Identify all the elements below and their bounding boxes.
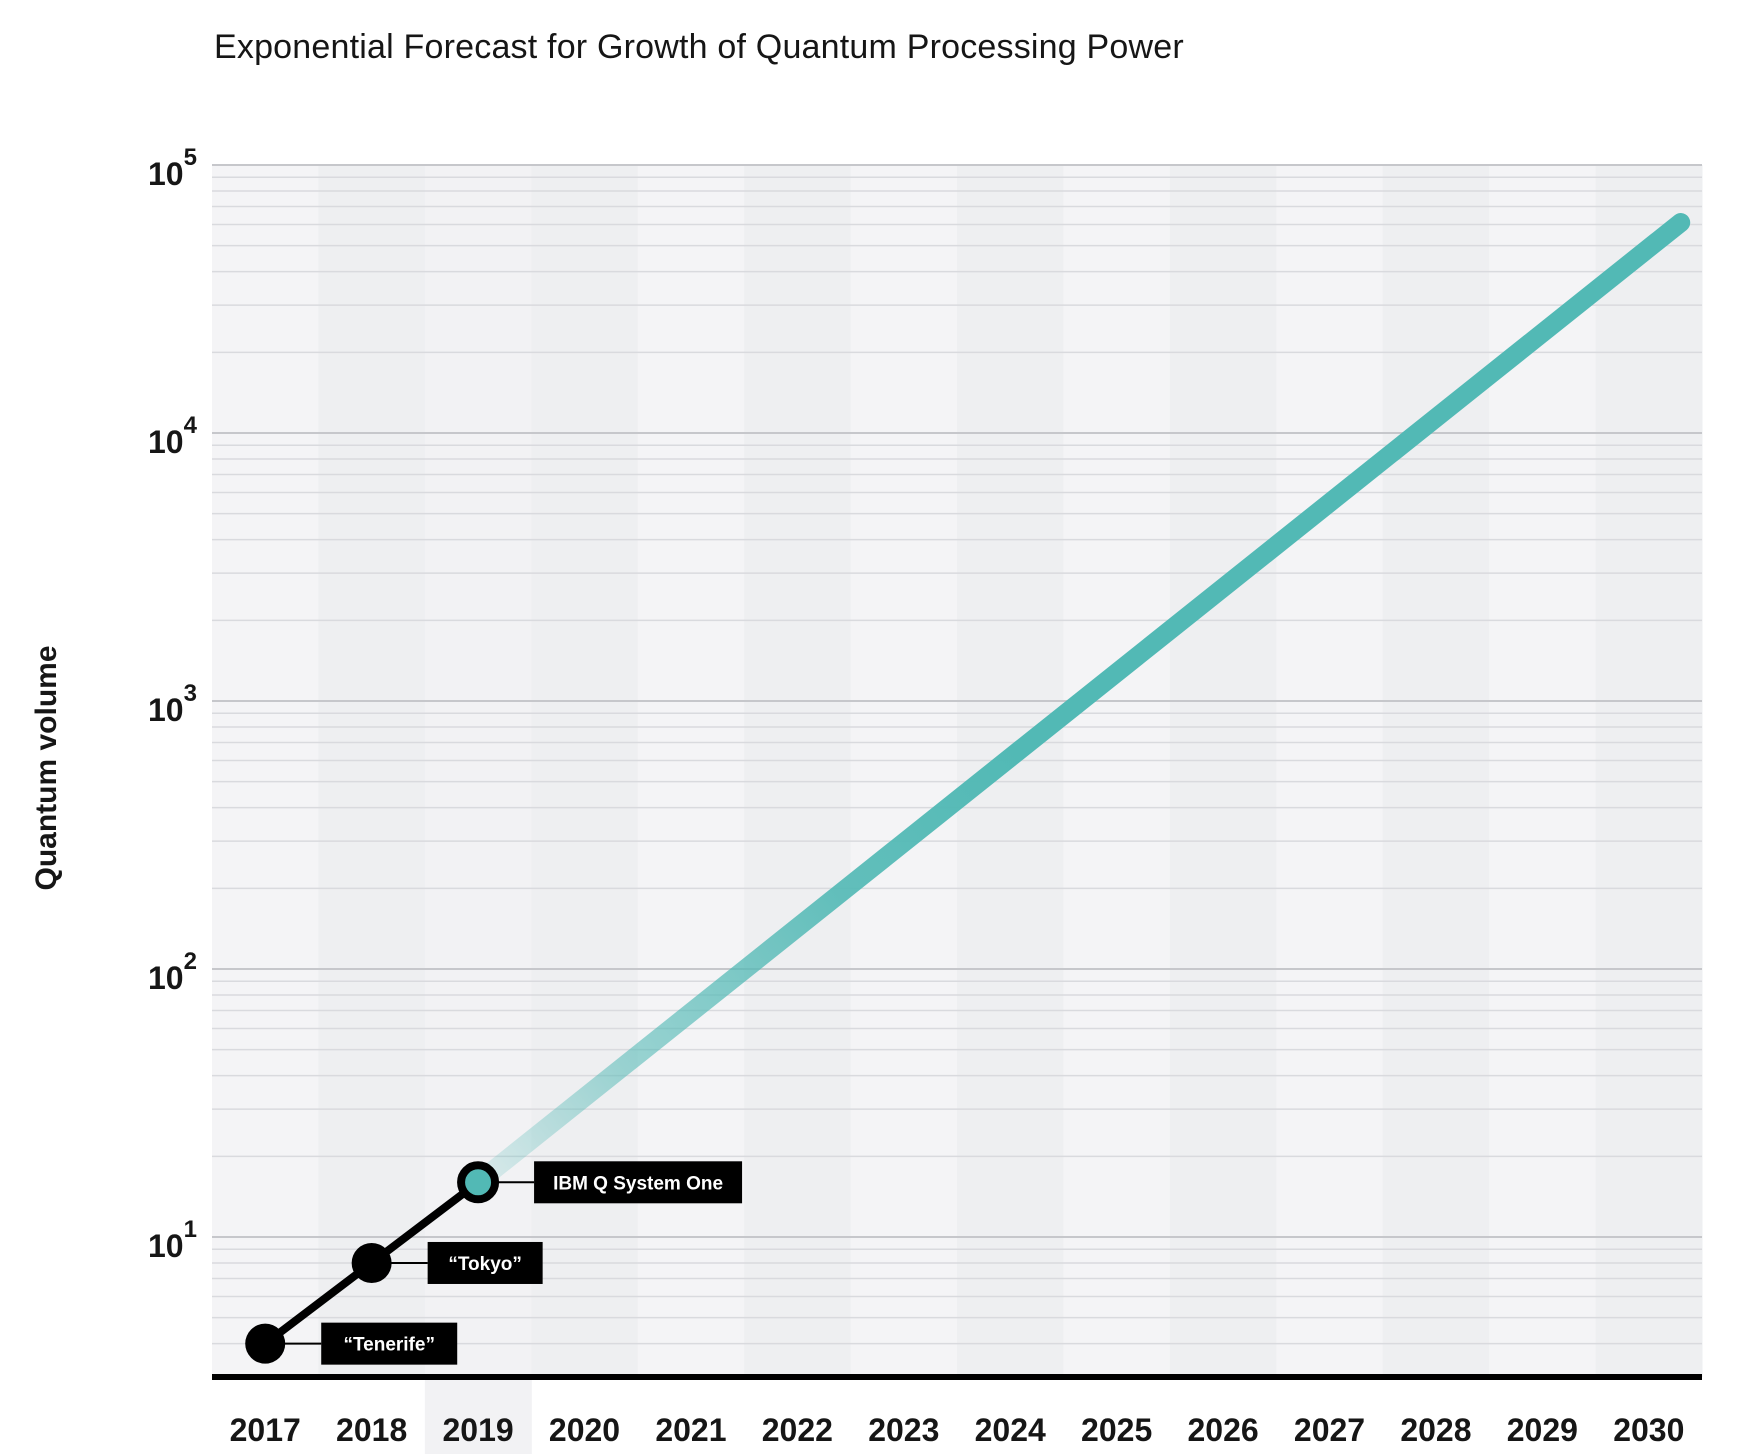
column-band-2027	[1276, 165, 1384, 1377]
point-label: “Tenerife”	[343, 1335, 435, 1356]
y-tick-exponent: 4	[184, 412, 198, 439]
point-label: “Tokyo”	[448, 1254, 522, 1275]
y-tick-base: 10	[148, 1228, 184, 1264]
x-tick-label: 2020	[549, 1412, 620, 1448]
column-band-2024	[957, 165, 1064, 1377]
y-tick-exponent: 3	[184, 680, 197, 707]
latest-data-point	[457, 1161, 500, 1204]
y-tick-label: 105	[148, 144, 197, 192]
y-tick-label: 104	[148, 412, 198, 460]
column-band-2026	[1169, 165, 1277, 1377]
x-tick-label: 2025	[1081, 1412, 1152, 1448]
column-band-2029	[1489, 165, 1597, 1377]
column-band-2023	[850, 165, 958, 1377]
column-band-2018	[318, 165, 426, 1377]
x-tick-label: 2029	[1507, 1412, 1578, 1448]
y-tick-exponent: 5	[184, 144, 197, 171]
y-tick-exponent: 2	[184, 948, 197, 975]
x-tick-label: 2023	[868, 1412, 939, 1448]
point-label: IBM Q System One	[553, 1173, 723, 1194]
y-tick-exponent: 1	[184, 1216, 197, 1243]
y-tick-base: 10	[148, 156, 184, 192]
y-tick-label: 103	[148, 680, 197, 728]
chart-title: Exponential Forecast for Growth of Quant…	[214, 28, 1184, 66]
column-band-2025	[1063, 165, 1171, 1377]
x-tick-label: 2019	[442, 1412, 513, 1448]
y-tick-base: 10	[148, 424, 184, 460]
x-tick-label: 2026	[1187, 1412, 1258, 1448]
y-tick-label: 102	[148, 948, 197, 996]
column-band-2019	[424, 165, 532, 1454]
point-label-box	[321, 1322, 458, 1365]
x-tick-label: 2018	[336, 1412, 407, 1448]
column-band-2022	[744, 165, 852, 1377]
column-band-2028	[1382, 165, 1490, 1377]
point-label-box	[427, 1241, 543, 1284]
point-label-box	[534, 1161, 743, 1204]
y-tick-base: 10	[148, 960, 184, 996]
x-tick-label: 2027	[1294, 1412, 1365, 1448]
x-tick-label: 2024	[975, 1412, 1046, 1448]
data-point	[245, 1323, 286, 1364]
x-tick-label: 2028	[1400, 1412, 1471, 1448]
column-band-2030	[1595, 165, 1703, 1377]
x-tick-label: 2021	[655, 1412, 726, 1448]
data-point	[351, 1242, 392, 1283]
y-tick-label: 101	[148, 1216, 197, 1264]
forecast-line	[468, 213, 1691, 1192]
y-axis-label: Quantum volume	[30, 645, 63, 890]
x-tick-label: 2030	[1613, 1412, 1684, 1448]
x-tick-label: 2017	[230, 1412, 301, 1448]
x-tick-label: 2022	[762, 1412, 833, 1448]
column-band-2017	[212, 165, 319, 1377]
y-tick-base: 10	[148, 692, 184, 728]
